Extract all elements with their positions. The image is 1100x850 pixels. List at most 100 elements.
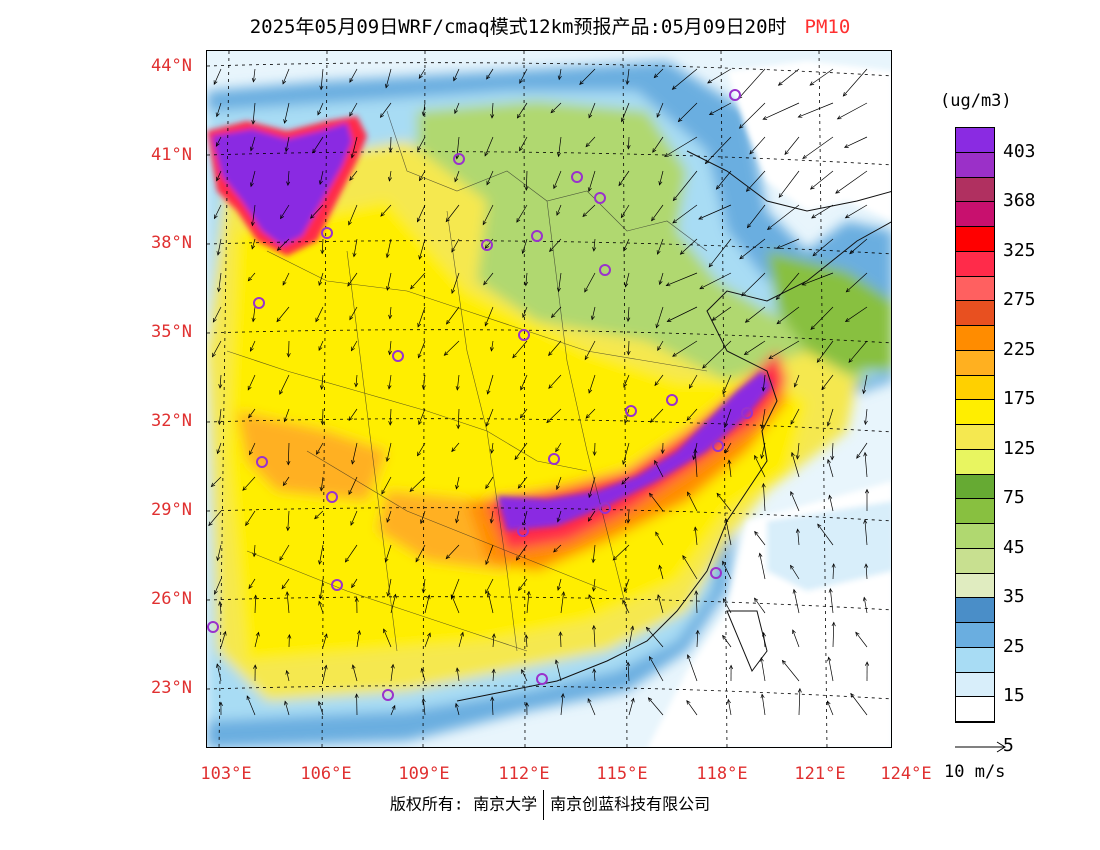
wind-vector: [252, 102, 256, 125]
wind-vector: [417, 306, 426, 328]
wind-vector-head: [285, 669, 290, 675]
wind-vector: [490, 510, 494, 523]
wind-vector: [827, 459, 834, 478]
wind-vector-head: [754, 454, 758, 460]
wind-vector: [694, 527, 698, 546]
wind-vector-head: [560, 692, 565, 698]
wind-vector: [353, 238, 358, 257]
wind-vector: [654, 68, 664, 78]
wind-vector-head: [485, 484, 490, 490]
wind-vector: [420, 510, 426, 524]
wind-vector: [282, 272, 290, 286]
station-marker: [331, 579, 343, 591]
wind-vector: [250, 170, 256, 187]
wind-vector-head: [591, 558, 596, 564]
wind-vector: [211, 476, 222, 487]
wind-vector-head: [320, 249, 325, 255]
wind-vector: [352, 664, 358, 682]
wind-vector: [492, 633, 495, 648]
wind-vector-head: [418, 74, 423, 80]
wind-vector-head: [809, 185, 815, 190]
wind-vector: [790, 408, 800, 425]
wind-vector-head: [844, 318, 850, 323]
wind-vector-head: [286, 353, 291, 358]
wind-vector: [455, 703, 460, 716]
wind-vector-head: [626, 144, 631, 150]
wind-vector: [456, 476, 460, 489]
wind-vector-head: [455, 154, 460, 160]
wind-vector-head: [276, 246, 282, 251]
wind-vector-head: [282, 79, 287, 85]
wind-vector-head: [349, 315, 354, 321]
colorbar-segment: [956, 301, 994, 326]
wind-vector-head: [350, 521, 355, 526]
wind-vector-head: [349, 176, 354, 181]
wind-vector-head: [388, 421, 393, 426]
wind-vector-head: [672, 219, 677, 224]
wind-vector: [649, 656, 664, 682]
wind-vector: [696, 630, 699, 648]
wind-vector-head: [704, 159, 710, 165]
wind-vector: [707, 68, 732, 84]
wind-vector: [621, 102, 630, 122]
wind-vector: [686, 700, 698, 716]
wind-vector-head: [630, 697, 635, 703]
wind-vector: [588, 374, 596, 394]
wind-vector-head: [249, 146, 254, 152]
wind-vector-head: [588, 113, 593, 119]
wind-vector: [355, 374, 358, 387]
wind-vector-head: [443, 351, 449, 356]
wind-vector-head: [827, 656, 832, 662]
wind-vector: [215, 136, 222, 147]
wind-vector-head: [217, 420, 222, 426]
wind-vector-head: [801, 281, 807, 286]
wind-vector: [216, 170, 222, 181]
colorbar-label: 275: [1003, 289, 1036, 311]
wind-vector: [863, 597, 868, 614]
wind-vector: [792, 629, 800, 648]
wind-vector-head: [251, 317, 256, 323]
wind-vector-head: [446, 320, 451, 325]
wind-vector: [763, 632, 766, 648]
wind-reference-arrow-icon: [955, 741, 1006, 753]
wind-vector-head: [451, 247, 456, 253]
wind-vector: [252, 306, 256, 322]
wind-vector-head: [620, 213, 625, 219]
wind-vector-head: [350, 346, 355, 352]
colorbar-label: 403: [1003, 140, 1036, 162]
wind-vector-head: [222, 630, 227, 636]
wind-vector: [593, 238, 596, 251]
wind-vector: [219, 374, 222, 389]
wind-vector: [380, 204, 392, 217]
wind-vector: [445, 544, 460, 559]
wind-vector-head: [722, 634, 727, 640]
wind-vector-head: [281, 584, 286, 590]
wind-vector: [314, 510, 324, 519]
wind-vector-head: [722, 389, 727, 395]
colorbar-segment: [956, 474, 994, 500]
wind-vector-head: [862, 596, 867, 602]
wind-vector: [716, 170, 732, 190]
wind-vector: [282, 68, 290, 85]
wind-vector: [418, 68, 426, 79]
wind-vector: [829, 495, 834, 512]
colorbar-segment: [956, 152, 994, 178]
wind-vector-head: [490, 696, 495, 701]
wind-vector: [827, 701, 834, 716]
colorbar-label: 5: [1003, 734, 1014, 756]
wind-vector-head: [318, 346, 323, 352]
wind-vector: [217, 442, 222, 454]
wind-vector: [322, 408, 324, 425]
wind-vector-head: [280, 214, 285, 220]
wind-vector-head: [354, 382, 359, 388]
wind-vector: [810, 170, 834, 190]
wind-vector: [410, 272, 426, 290]
wind-vector: [667, 306, 698, 322]
wind-vector: [419, 238, 426, 260]
pm10-map: [206, 50, 892, 748]
wind-vector: [856, 442, 868, 459]
wind-vector: [310, 204, 324, 219]
wind-vector-head: [218, 384, 223, 389]
colorbar-segment: [956, 128, 994, 153]
wind-vector-head: [248, 413, 253, 419]
